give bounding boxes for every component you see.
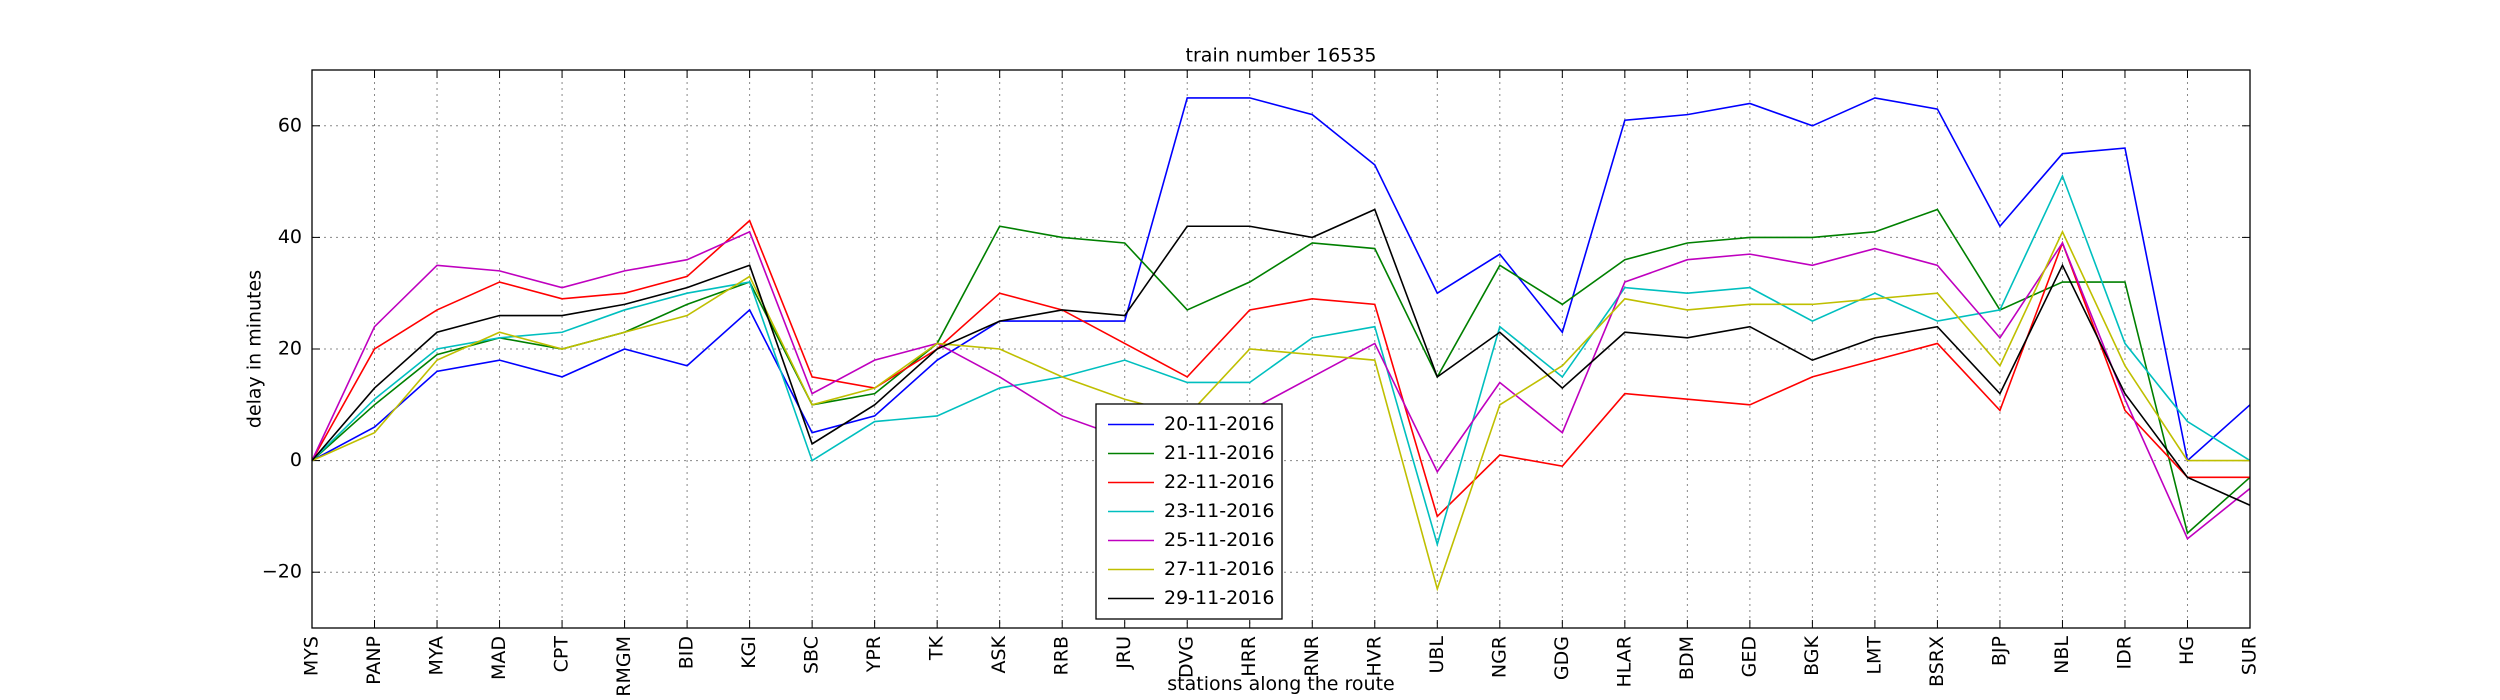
x-tick-label: SUR [2239, 636, 2261, 675]
x-tick-label: BDM [1676, 636, 1698, 680]
y-tick-label: −20 [262, 561, 302, 583]
x-tick-label: DVG [1176, 636, 1198, 678]
legend-label: 29-11-2016 [1164, 587, 1274, 609]
x-tick-label: HLAR [1613, 636, 1635, 688]
series-line [311, 173, 2251, 548]
x-tick-label: ASK [988, 635, 1010, 673]
plot-frame [311, 69, 2251, 629]
x-axis-label: stations along the route [1167, 673, 1394, 695]
x-tick-label: CPT [551, 636, 573, 673]
x-tick-label: YPR [863, 636, 885, 673]
legend-label: 20-11-2016 [1164, 413, 1274, 435]
x-tick-label: BGK [1801, 635, 1823, 675]
x-tick-label: TK [926, 635, 948, 661]
x-tick-label: JRU [1113, 636, 1135, 670]
x-tick-label: NGR [1488, 636, 1510, 678]
x-tick-label: UBL [1426, 636, 1448, 674]
x-tick-label: GDG [1551, 636, 1573, 680]
series-line [311, 229, 2250, 592]
x-tick-label: KGI [738, 636, 760, 669]
legend-label: 23-11-2016 [1164, 500, 1274, 522]
y-tick-label: 20 [278, 338, 302, 360]
x-tick-label: RNR [1301, 636, 1323, 677]
chart-title: train number 16535 [1186, 45, 1377, 67]
x-tick-label: PANP [363, 636, 385, 685]
y-tick-label: 40 [278, 226, 302, 248]
x-tick-label: HRR [1238, 636, 1260, 677]
x-tick-label: RMGM [613, 636, 635, 697]
legend-label: 21-11-2016 [1164, 442, 1274, 464]
x-tick-label: IDR [2113, 636, 2135, 669]
x-tick-label: RRB [1051, 636, 1073, 675]
series-line [311, 230, 2251, 540]
x-tick-label: LMT [1863, 636, 1885, 675]
x-tick-label: HVR [1363, 636, 1385, 677]
y-axis-label: delay in minutes [244, 270, 266, 428]
y-tick-label: 60 [278, 114, 302, 136]
legend-label: 27-11-2016 [1164, 558, 1274, 580]
x-tick-label: GED [1738, 636, 1760, 677]
x-tick-label: SBC [801, 636, 823, 674]
series-line [311, 208, 2251, 506]
x-tick-label: MAD [488, 636, 510, 680]
y-tick-label: 0 [290, 449, 302, 471]
series-line [311, 208, 2251, 535]
legend-label: 25-11-2016 [1164, 529, 1274, 551]
x-tick-label: HG [2176, 636, 2198, 665]
series-line [311, 97, 2251, 463]
x-tick-label: NBL [2051, 636, 2073, 674]
legend-label: 22-11-2016 [1164, 471, 1274, 493]
x-tick-label: BJP [1988, 636, 2010, 666]
series-line [311, 219, 2250, 518]
x-tick-label: MYS [301, 636, 323, 676]
x-tick-label: BID [676, 636, 698, 669]
x-tick-label: MYA [426, 636, 448, 676]
x-tick-label: BSRX [1926, 636, 1948, 687]
